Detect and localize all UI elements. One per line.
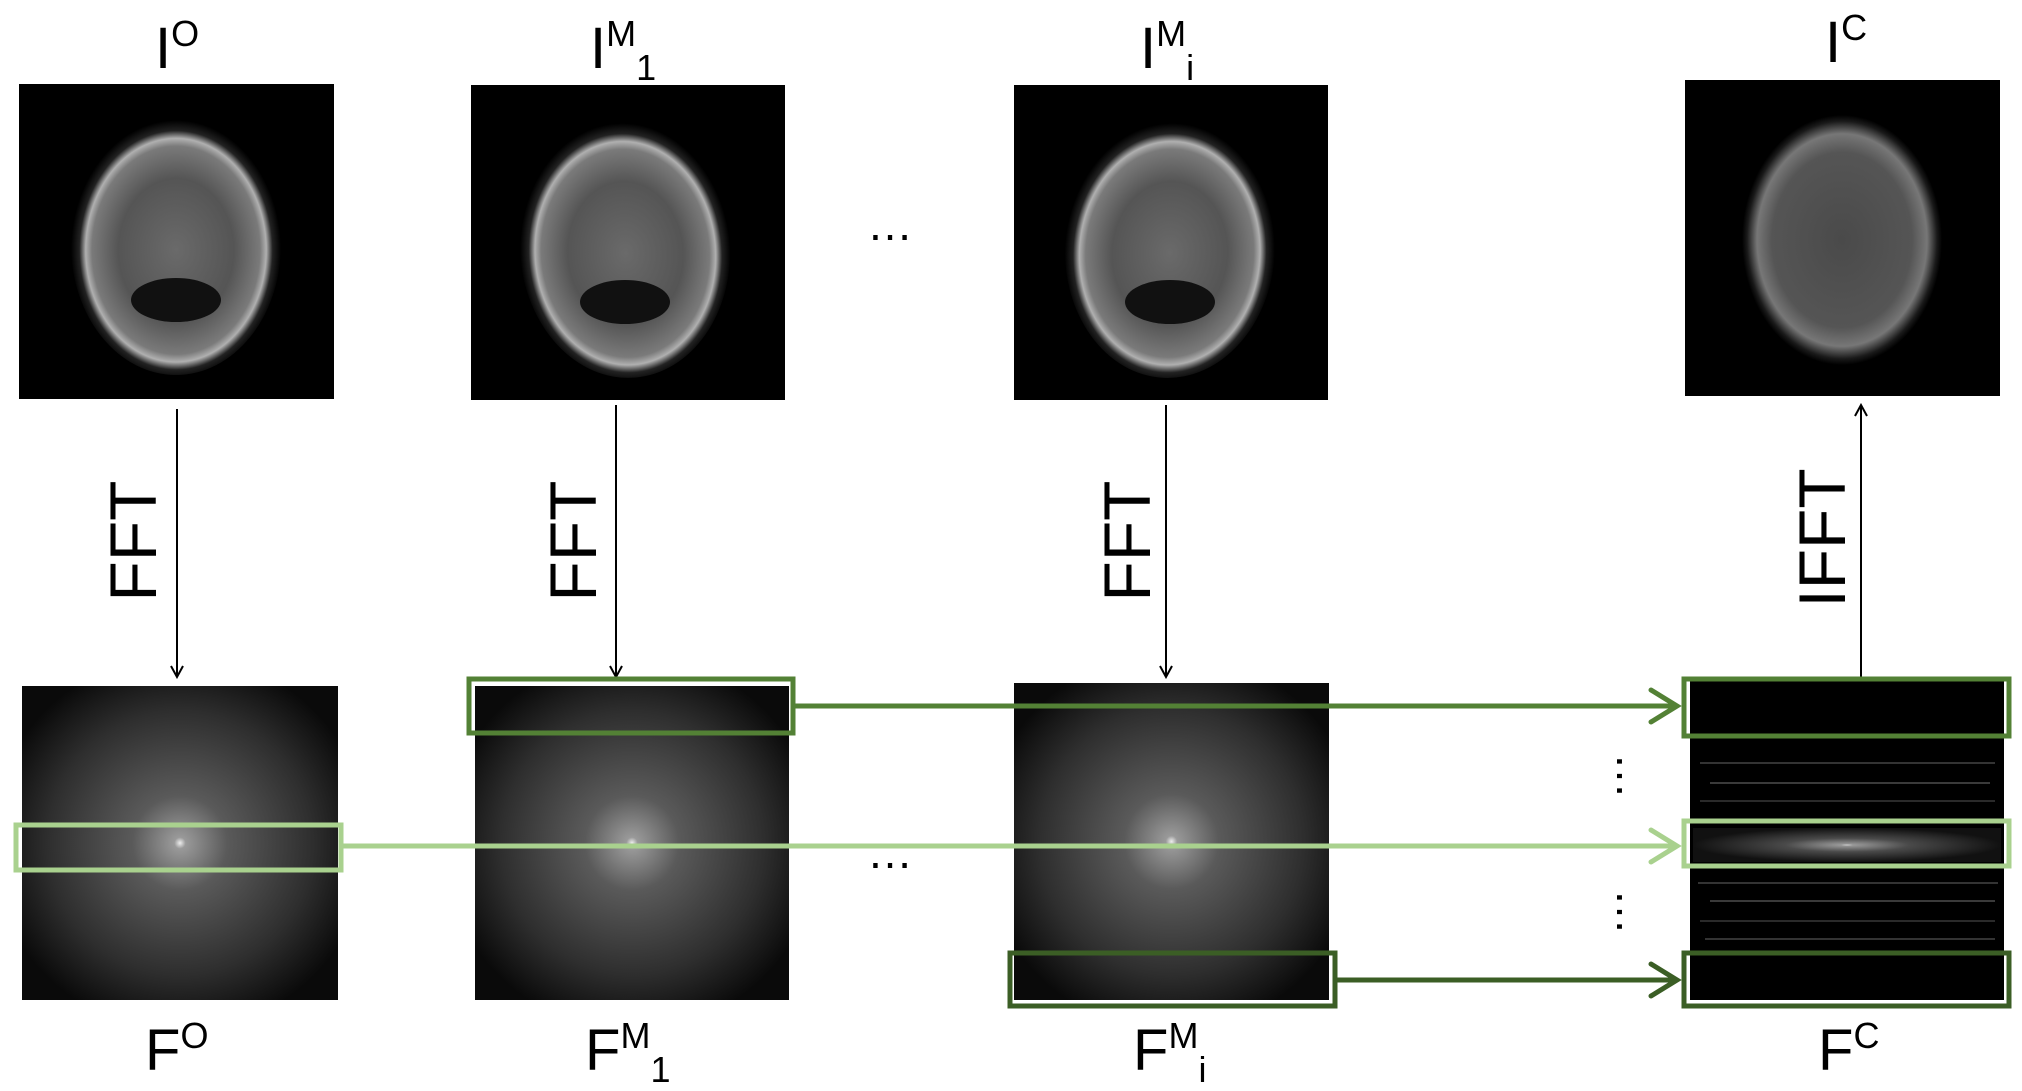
arrow-original-to-combined: [340, 827, 1682, 865]
ifft-label: IFFT: [1785, 468, 1859, 607]
spectrum-original: [22, 686, 338, 1000]
fft-label-motion-i: FFT: [1090, 481, 1164, 602]
image-combined: [1685, 80, 2000, 396]
label-spectrum-motion-1: FM1: [585, 1015, 670, 1090]
spectrum-motion-i: [1014, 683, 1329, 1000]
spectrum-motion-1: [475, 686, 789, 1000]
label-image-motion-i: IMi: [1140, 13, 1194, 88]
fft-label-motion-1: FFT: [536, 481, 610, 602]
label-spectrum-original: FO: [145, 1015, 208, 1083]
ellipsis-vertical-upper: …: [1607, 753, 1659, 799]
ellipsis-top: …: [867, 198, 913, 250]
fft-label-original: FFT: [96, 481, 170, 602]
image-motion-1: [471, 85, 785, 400]
label-spectrum-combined: FC: [1818, 1015, 1879, 1083]
ellipsis-vertical-lower: …: [1607, 889, 1659, 935]
arrow-motion-1-to-combined: [792, 687, 1682, 725]
row-box-combined-top: [1681, 676, 2012, 739]
row-box-combined-bottom: [1681, 950, 2012, 1009]
ellipsis-bottom: …: [867, 826, 913, 878]
label-image-combined: IC: [1825, 7, 1867, 75]
row-box-combined-center: [1681, 818, 2012, 869]
label-image-motion-1: IM1: [590, 13, 656, 88]
arrow-motion-i-to-combined: [1334, 961, 1682, 999]
label-spectrum-motion-i: FMi: [1133, 1015, 1206, 1090]
image-original: [19, 84, 334, 399]
image-motion-i: [1014, 85, 1328, 400]
label-image-original: IO: [155, 13, 199, 81]
